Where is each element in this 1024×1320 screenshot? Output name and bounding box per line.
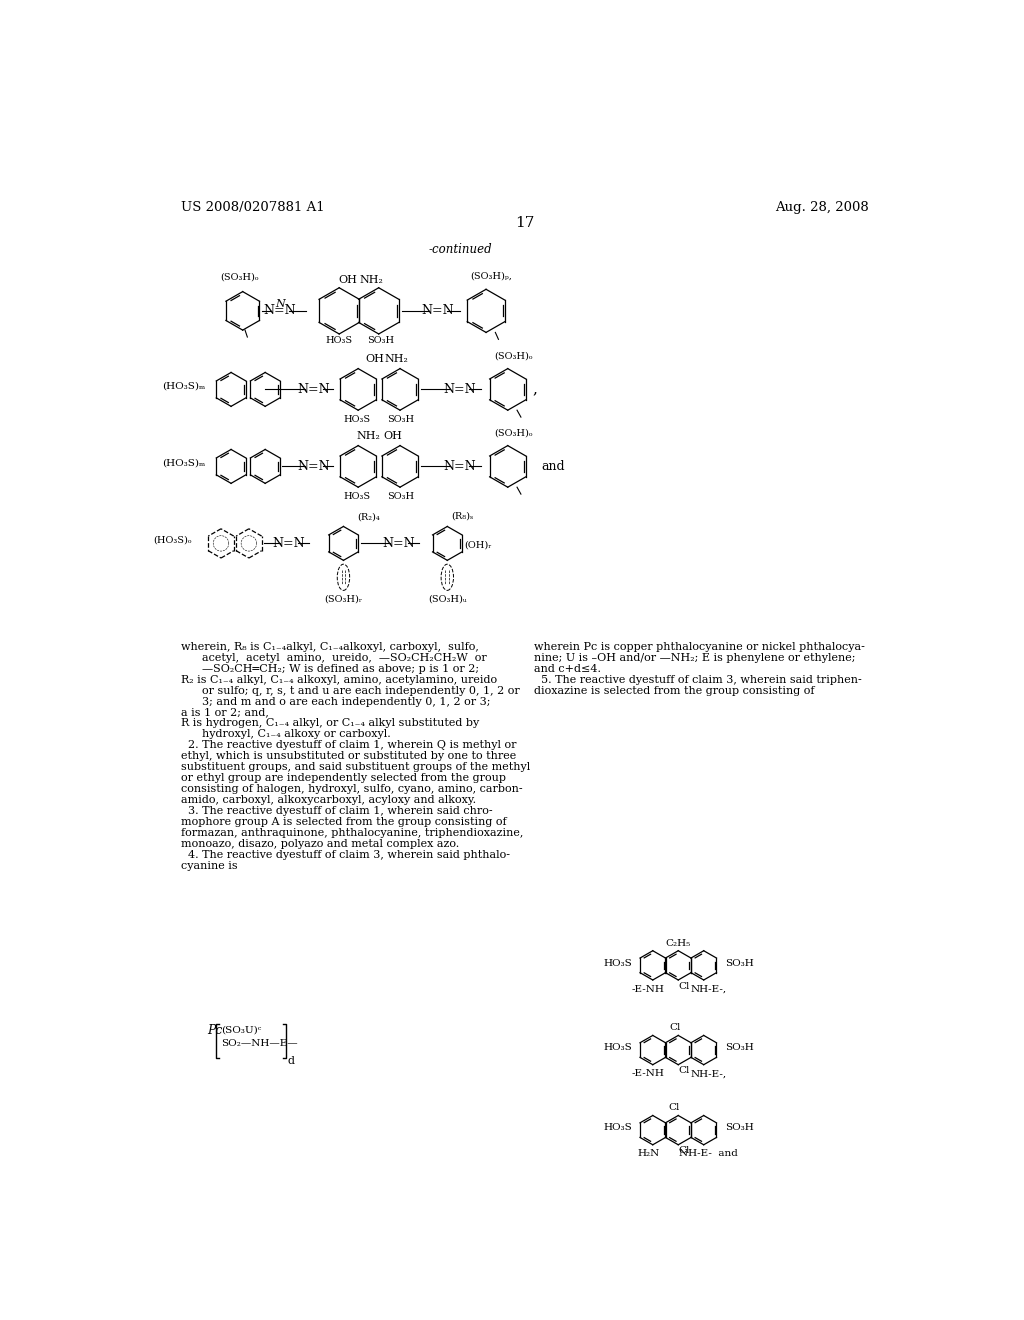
Text: HO₃S: HO₃S [603, 1123, 632, 1133]
Text: formazan, anthraquinone, phthalocyanine, triphendioxazine,: formazan, anthraquinone, phthalocyanine,… [180, 828, 523, 838]
Text: (HO₃S)ₘ: (HO₃S)ₘ [162, 459, 206, 467]
Text: amido, carboxyl, alkoxycarboxyl, acyloxy and alkoxy.: amido, carboxyl, alkoxycarboxyl, acyloxy… [180, 795, 476, 805]
Text: 3; and m and o are each independently 0, 1, 2 or 3;: 3; and m and o are each independently 0,… [180, 697, 490, 706]
Text: 2. The reactive dyestuff of claim 1, wherein Q is methyl or: 2. The reactive dyestuff of claim 1, whe… [180, 741, 516, 750]
Text: N=N: N=N [263, 305, 296, 317]
Text: C₂H₅: C₂H₅ [666, 939, 691, 948]
Text: monoazo, disazo, polyazo and metal complex azo.: monoazo, disazo, polyazo and metal compl… [180, 838, 459, 849]
Text: mophore group A is selected from the group consisting of: mophore group A is selected from the gro… [180, 817, 506, 826]
Text: NH-E-,: NH-E-, [690, 1069, 726, 1078]
Text: (SO₃H)ᵣ: (SO₃H)ᵣ [325, 594, 362, 603]
Text: wherein, R₈ is C₁₋₄alkyl, C₁₋₄alkoxyl, carboxyl,  sulfo,: wherein, R₈ is C₁₋₄alkyl, C₁₋₄alkoxyl, c… [180, 642, 478, 652]
Text: Cl: Cl [679, 1067, 690, 1076]
Text: HO₃S: HO₃S [326, 337, 352, 346]
Text: R is hydrogen, C₁₋₄ alkyl, or C₁₋₄ alkyl substituted by: R is hydrogen, C₁₋₄ alkyl, or C₁₋₄ alkyl… [180, 718, 479, 729]
Text: N=N: N=N [443, 383, 476, 396]
Text: (SO₃U)ᶜ: (SO₃U)ᶜ [221, 1026, 261, 1035]
Text: NH₂: NH₂ [359, 276, 383, 285]
Text: (R₂)₄: (R₂)₄ [357, 513, 380, 521]
Text: SO₃H: SO₃H [387, 414, 415, 424]
Text: Cl: Cl [679, 982, 690, 990]
Text: (HO₃S)ₒ: (HO₃S)ₒ [154, 536, 193, 545]
Text: cyanine is: cyanine is [180, 861, 238, 871]
Text: N=N: N=N [297, 459, 330, 473]
Text: HO₃S: HO₃S [344, 492, 371, 500]
Text: substituent groups, and said substituent groups of the methyl: substituent groups, and said substituent… [180, 762, 530, 772]
Text: wherein Pc is copper phthalocyanine or nickel phthalocya-: wherein Pc is copper phthalocyanine or n… [535, 642, 865, 652]
Text: (SO₃H)ₒ: (SO₃H)ₒ [495, 351, 534, 360]
Text: Cl: Cl [668, 1104, 679, 1113]
Text: H₂N: H₂N [637, 1150, 659, 1159]
Text: d: d [288, 1056, 295, 1067]
Text: (SO₃H)ᵤ: (SO₃H)ᵤ [428, 594, 467, 603]
Text: (HO₃S)ₘ: (HO₃S)ₘ [162, 381, 206, 391]
Text: hydroxyl, C₁₋₄ alkoxy or carboxyl.: hydroxyl, C₁₋₄ alkoxy or carboxyl. [180, 730, 390, 739]
Text: nine; U is –OH and/or —NH₂; E is phenylene or ethylene;: nine; U is –OH and/or —NH₂; E is phenyle… [535, 653, 856, 663]
Text: SO₃H: SO₃H [387, 492, 415, 500]
Text: consisting of halogen, hydroxyl, sulfo, cyano, amino, carbon-: consisting of halogen, hydroxyl, sulfo, … [180, 784, 522, 795]
Text: R₂ is C₁₋₄ alkyl, C₁₋₄ alkoxyl, amino, acetylamino, ureido: R₂ is C₁₋₄ alkyl, C₁₋₄ alkoxyl, amino, a… [180, 675, 497, 685]
Text: N=N: N=N [297, 383, 330, 396]
Text: Pc: Pc [207, 1023, 222, 1036]
Text: Aug. 28, 2008: Aug. 28, 2008 [775, 201, 869, 214]
Text: HO₃S: HO₃S [603, 1043, 632, 1052]
Text: OH: OH [365, 354, 384, 364]
Text: (SO₃H)ₚ,: (SO₃H)ₚ, [470, 271, 512, 280]
Text: ethyl, which is unsubstituted or substituted by one to three: ethyl, which is unsubstituted or substit… [180, 751, 516, 762]
Text: NH₂: NH₂ [384, 354, 409, 364]
Text: acetyl,  acetyl  amino,  ureido,  —SO₂CH₂CH₂W  or: acetyl, acetyl amino, ureido, —SO₂CH₂CH₂… [180, 653, 486, 663]
Text: N=N: N=N [382, 537, 415, 550]
Text: -E-NH: -E-NH [632, 985, 665, 994]
Text: N=N: N=N [422, 305, 455, 317]
Text: ,: , [532, 383, 538, 396]
Text: 17: 17 [515, 216, 535, 230]
Text: SO₃H: SO₃H [367, 337, 394, 346]
Text: N: N [275, 298, 285, 309]
Text: and: and [541, 459, 564, 473]
Text: dioxazine is selected from the group consisting of: dioxazine is selected from the group con… [535, 685, 815, 696]
Text: (R₈)ₛ: (R₈)ₛ [452, 511, 473, 520]
Text: NH₂: NH₂ [356, 432, 380, 441]
Text: 3. The reactive dyestuff of claim 1, wherein said chro-: 3. The reactive dyestuff of claim 1, whe… [180, 807, 493, 816]
Text: N=N: N=N [272, 537, 305, 550]
Text: SO₃H: SO₃H [725, 1043, 754, 1052]
Text: OH: OH [384, 432, 402, 441]
Text: —SO₂CH═CH₂; W is defined as above; p is 1 or 2;: —SO₂CH═CH₂; W is defined as above; p is … [180, 664, 479, 673]
Text: US 2008/0207881 A1: US 2008/0207881 A1 [180, 201, 325, 214]
Text: or sulfo; q, r, s, t and u are each independently 0, 1, 2 or: or sulfo; q, r, s, t and u are each inde… [180, 685, 519, 696]
Text: NH-E-  and: NH-E- and [679, 1150, 738, 1159]
Text: (OH)ᵣ: (OH)ᵣ [464, 540, 492, 549]
Text: HO₃S: HO₃S [603, 958, 632, 968]
Text: HO₃S: HO₃S [344, 414, 371, 424]
Text: or ethyl group are independently selected from the group: or ethyl group are independently selecte… [180, 774, 506, 783]
Text: 4. The reactive dyestuff of claim 3, wherein said phthalo-: 4. The reactive dyestuff of claim 3, whe… [180, 850, 510, 859]
Text: OH: OH [339, 276, 357, 285]
Text: 5. The reactive dyestuff of claim 3, wherein said triphen-: 5. The reactive dyestuff of claim 3, whe… [535, 675, 862, 685]
Text: (SO₃H)ₒ: (SO₃H)ₒ [495, 428, 534, 437]
Text: NH-E-,: NH-E-, [690, 985, 726, 994]
Text: (SO₃H)ₒ: (SO₃H)ₒ [220, 273, 259, 281]
Text: Cl: Cl [679, 1146, 690, 1155]
Text: and c+d≤4.: and c+d≤4. [535, 664, 601, 673]
Text: SO₃H: SO₃H [725, 1123, 754, 1133]
Text: N=N: N=N [443, 459, 476, 473]
Text: SO₃H: SO₃H [725, 958, 754, 968]
Text: -continued: -continued [429, 243, 493, 256]
Text: -E-NH: -E-NH [632, 1069, 665, 1078]
Text: SO₂—NH—E—: SO₂—NH—E— [221, 1039, 298, 1048]
Text: Cl: Cl [670, 1023, 681, 1032]
Text: a is 1 or 2; and,: a is 1 or 2; and, [180, 708, 268, 718]
